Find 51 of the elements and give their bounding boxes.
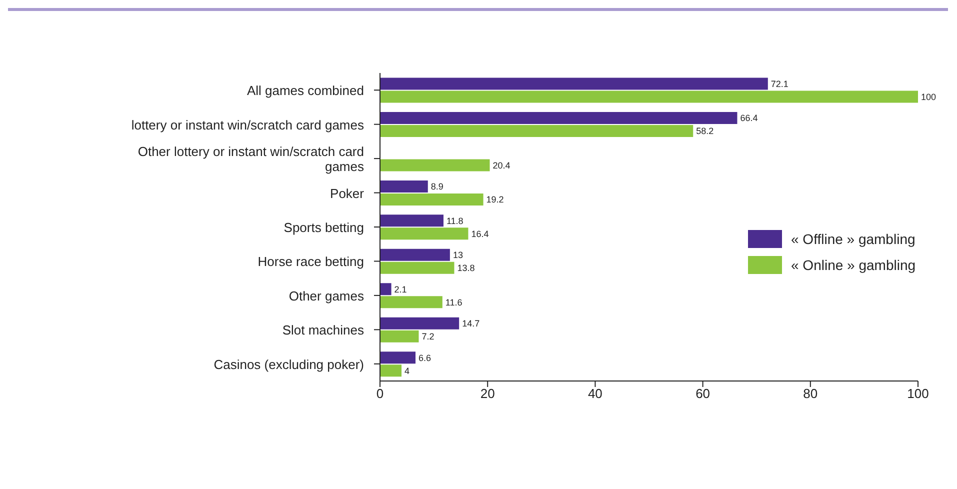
legend-label: « Online » gambling xyxy=(790,256,917,274)
bar xyxy=(380,330,419,342)
x-tick-label: 100 xyxy=(907,386,929,402)
data-label: 19.2 xyxy=(486,194,504,205)
data-label: 6.6 xyxy=(418,352,432,363)
x-tick-label: 20 xyxy=(480,386,495,402)
data-label: 66.4 xyxy=(740,113,758,124)
y-tick-label: Sports betting xyxy=(284,220,364,234)
data-label: 13 xyxy=(452,250,463,260)
data-label: 14.7 xyxy=(462,318,480,329)
data-label: 11.8 xyxy=(446,216,464,226)
data-label: 2.1 xyxy=(394,284,407,294)
bar xyxy=(380,193,484,206)
data-label: 11.6 xyxy=(445,297,462,308)
bar xyxy=(380,125,694,138)
data-label: 58.2 xyxy=(696,126,714,136)
data-label: 20.4 xyxy=(492,160,510,170)
data-label: 4 xyxy=(404,366,410,376)
data-label: 8.9 xyxy=(430,182,444,192)
bar xyxy=(380,283,392,296)
y-tick-label: Other games xyxy=(288,288,364,303)
bar xyxy=(380,159,490,172)
bar xyxy=(380,262,454,274)
data-label: 72.1 xyxy=(770,78,788,89)
bar xyxy=(380,112,738,124)
y-tick-label: Slot machines xyxy=(282,322,364,338)
y-tick-label: Poker xyxy=(330,185,365,200)
bar xyxy=(380,78,768,90)
data-label: 7.2 xyxy=(422,332,434,342)
data-label: 13.8 xyxy=(457,263,475,274)
legend-label: « Offline » gambling xyxy=(790,230,916,248)
x-tick-label: 60 xyxy=(696,386,710,402)
x-tick-label: 80 xyxy=(803,386,818,402)
y-tick-label: All games combined xyxy=(246,82,364,98)
bar xyxy=(380,248,450,261)
bar xyxy=(380,296,442,308)
bar xyxy=(380,228,468,240)
bar xyxy=(380,364,402,377)
bar xyxy=(380,180,428,192)
y-tick-label: Other lottery or instant win/scratch card games xyxy=(138,144,364,174)
bar xyxy=(380,90,918,103)
bar xyxy=(380,317,460,330)
x-tick-label: 40 xyxy=(588,386,602,402)
y-tick-label: Casinos (excluding poker) xyxy=(214,356,364,372)
data-label: 100 xyxy=(921,92,936,102)
bar xyxy=(380,214,444,227)
data-label: 16.4 xyxy=(471,228,489,239)
y-tick-label: lottery or instant win/scratch card games xyxy=(131,116,364,132)
x-tick-label: 0 xyxy=(376,386,384,402)
bar xyxy=(380,352,416,364)
y-tick-label: Horse race betting xyxy=(258,254,364,269)
